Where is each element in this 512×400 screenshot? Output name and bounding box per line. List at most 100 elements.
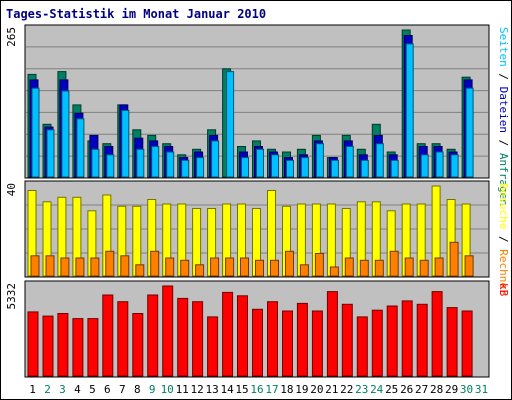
bar-seiten xyxy=(46,129,55,178)
bar-seiten xyxy=(345,146,354,178)
day-label: 1 xyxy=(29,383,36,396)
bar-rechner xyxy=(240,257,249,277)
bar-rechner xyxy=(210,257,220,277)
bar-rechner xyxy=(434,257,444,277)
legend-kb: kB xyxy=(497,283,510,297)
bar-rechner xyxy=(120,255,130,277)
bar-rechner xyxy=(45,255,55,277)
legend-rechner: Rechner xyxy=(497,249,510,296)
bar-seiten xyxy=(300,157,309,178)
bar-seiten xyxy=(241,157,249,178)
bar-seiten xyxy=(405,43,414,178)
bar-seiten xyxy=(360,159,369,178)
bar-rechner xyxy=(165,257,175,277)
bar-rechner xyxy=(389,250,399,277)
bar-rechner xyxy=(105,250,115,277)
bar-seiten xyxy=(315,143,324,178)
bar-kb xyxy=(207,316,219,377)
day-label: 24 xyxy=(370,383,384,396)
day-label: 8 xyxy=(134,383,141,396)
day-label: 25 xyxy=(385,383,398,396)
chart-title: Tages-Statistik im Monat Januar 2010 xyxy=(6,7,266,21)
day-labels: 1 2 3 4 5 6 7 8 9 10 11 12 13 14 15 16 17 18 19 20 21 22 23 24 2… xyxy=(29,383,488,396)
bar-rechner xyxy=(299,264,309,277)
bar-rechner xyxy=(404,257,414,277)
bar-rechner xyxy=(285,250,294,277)
bar-rechner xyxy=(90,257,100,277)
bar-rechner xyxy=(135,264,145,277)
y-max-label: 265 xyxy=(5,27,18,47)
bar-seiten xyxy=(136,148,145,178)
day-label: 30 xyxy=(460,383,473,396)
day-label: 2 xyxy=(44,383,51,396)
panel-middle: 40 Besuche / Rechner xyxy=(5,180,510,296)
day-label: 21 xyxy=(325,383,338,396)
day-label: 31 xyxy=(475,383,488,396)
bar-kb xyxy=(431,291,443,377)
bar-seiten xyxy=(465,87,474,178)
bar-rechner xyxy=(419,259,429,277)
day-label: 20 xyxy=(310,383,323,396)
bar-rechner xyxy=(449,241,459,277)
day-label: 29 xyxy=(445,383,458,396)
bar-rechner xyxy=(314,253,324,277)
legend-separator: / xyxy=(497,133,510,153)
chart-panels: 265 Seiten / Dateien / Anfragen 40 Besuche … xyxy=(5,24,510,378)
bar-seiten xyxy=(420,154,429,178)
bar-kb xyxy=(177,297,189,377)
day-label: 5 xyxy=(89,383,96,396)
bar-kb xyxy=(102,294,114,377)
bar-kb xyxy=(401,300,413,377)
bar-seiten xyxy=(121,109,130,178)
day-label: 19 xyxy=(295,383,308,396)
bar-seiten xyxy=(450,154,459,178)
bar-seiten xyxy=(211,140,220,178)
day-label: 23 xyxy=(355,383,368,396)
day-label: 13 xyxy=(205,383,218,396)
day-label: 12 xyxy=(190,383,203,396)
bar-seiten xyxy=(106,154,115,178)
bar-kb xyxy=(222,291,234,377)
day-label: 22 xyxy=(340,383,353,396)
day-label: 3 xyxy=(59,383,66,396)
bar-seiten xyxy=(435,151,444,178)
bar-rechner xyxy=(150,250,160,277)
day-label: 17 xyxy=(265,383,278,396)
bar-rechner xyxy=(60,257,70,277)
bar-kb xyxy=(42,315,54,377)
bar-rechner xyxy=(359,259,369,277)
bar-kb xyxy=(72,318,84,377)
bar-seiten xyxy=(256,148,264,178)
bar-kb xyxy=(252,308,263,377)
series-legend: kB xyxy=(497,283,510,297)
bar-kb xyxy=(237,295,248,377)
bar-kb xyxy=(461,310,473,377)
bar-kb xyxy=(282,310,293,377)
bar-rechner xyxy=(255,259,264,277)
day-label: 11 xyxy=(176,383,189,396)
bar-rechner xyxy=(195,264,205,277)
bar-rechner xyxy=(329,266,339,277)
bar-rechner xyxy=(374,259,384,277)
bar-kb xyxy=(87,318,99,377)
bar-kb xyxy=(416,303,428,377)
bar-rechner xyxy=(464,255,474,277)
bar-kb xyxy=(371,309,383,377)
bar-rechner xyxy=(225,257,235,277)
bar-kb xyxy=(132,313,144,377)
bar-seiten xyxy=(91,148,100,178)
bar-rechner xyxy=(75,257,85,277)
bar-kb xyxy=(192,301,204,377)
bar-seiten xyxy=(166,151,175,178)
panel-bottom: 5332 kB xyxy=(5,280,510,378)
bar-kb xyxy=(57,313,69,377)
bar-seiten xyxy=(271,154,279,178)
day-label: 26 xyxy=(400,383,413,396)
bar-kb xyxy=(162,285,174,377)
bar-rechner xyxy=(344,257,354,277)
bar-kb xyxy=(446,307,458,377)
bar-rechner xyxy=(30,255,40,277)
day-label: 10 xyxy=(161,383,174,396)
bar-kb xyxy=(147,294,159,377)
bar-seiten xyxy=(390,159,399,178)
